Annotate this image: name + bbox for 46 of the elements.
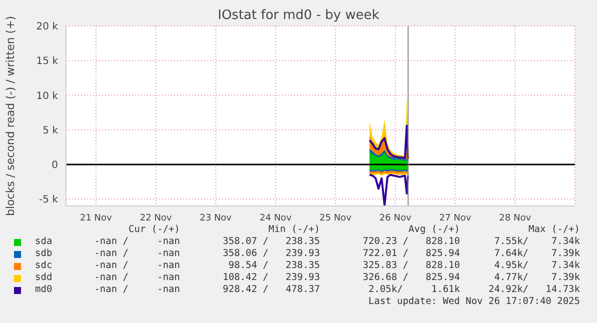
text: 358.06 / 239.93 (222, 248, 320, 260)
chart-title: IOstat for md0 - by week (218, 8, 380, 23)
text: 98.54 / 238.35 (227, 260, 320, 272)
y-tick-label: -5 k (39, 194, 58, 206)
y-tick-label: 15 k (36, 56, 58, 68)
text: Max (-/+) (528, 224, 580, 236)
y-tick-label: 20 k (36, 22, 58, 33)
text: Min (-/+) (268, 224, 320, 236)
text: -nan / -nan (93, 236, 180, 248)
text: 720.23 / 828.10 (362, 236, 460, 248)
x-tick-label: 24 Nov (260, 213, 292, 224)
text: 358.07 / 238.35 (222, 236, 320, 248)
text: 325.83 / 828.10 (362, 260, 460, 272)
text: -nan / -nan (93, 284, 180, 296)
x-tick-label: 23 Nov (200, 213, 232, 224)
text: -nan / -nan (93, 272, 180, 284)
x-tick-label: 26 Nov (379, 213, 412, 224)
text: 4.77k/ 7.39k (493, 272, 580, 284)
legend-label: sdb (35, 248, 52, 260)
text: 4.95k/ 7.34k (493, 260, 580, 272)
text: 7.64k/ 7.39k (493, 248, 580, 260)
x-tick-label: 27 Nov (439, 213, 472, 224)
text: 2.05k/ 1.61k (367, 284, 460, 296)
text: 7.55k/ 7.34k (493, 236, 580, 248)
x-tick-label: 21 Nov (80, 213, 113, 224)
legend-label: md0 (35, 284, 52, 296)
legend-label: sdc (35, 260, 52, 272)
x-tick-label: 28 Nov (499, 213, 532, 224)
y-axis-title: blocks / second read (-) / written (+) (4, 16, 17, 216)
text: -nan / -nan (93, 260, 180, 272)
y-tick-label: 10 k (36, 90, 58, 102)
text: 928.42 / 478.37 (222, 284, 320, 296)
legend-label: sdd (35, 272, 52, 284)
text: Last update: Wed Nov 26 17:07:40 2025 (367, 296, 580, 308)
text: Cur (-/+) (128, 224, 180, 236)
legend-label: sda (35, 236, 52, 248)
text: 722.01 / 825.94 (362, 248, 460, 260)
text: Avg (-/+) (408, 224, 460, 236)
y-tick-label: 5 k (42, 125, 58, 136)
text: -nan / -nan (93, 248, 180, 260)
x-tick-label: 25 Nov (320, 213, 352, 224)
y-tick-label: 0 (52, 160, 58, 172)
x-tick-label: 22 Nov (140, 213, 172, 224)
text: 326.68 / 825.94 (362, 272, 460, 284)
text: 108.42 / 239.93 (222, 272, 320, 284)
text: 24.92k/ 14.73k (487, 284, 580, 296)
